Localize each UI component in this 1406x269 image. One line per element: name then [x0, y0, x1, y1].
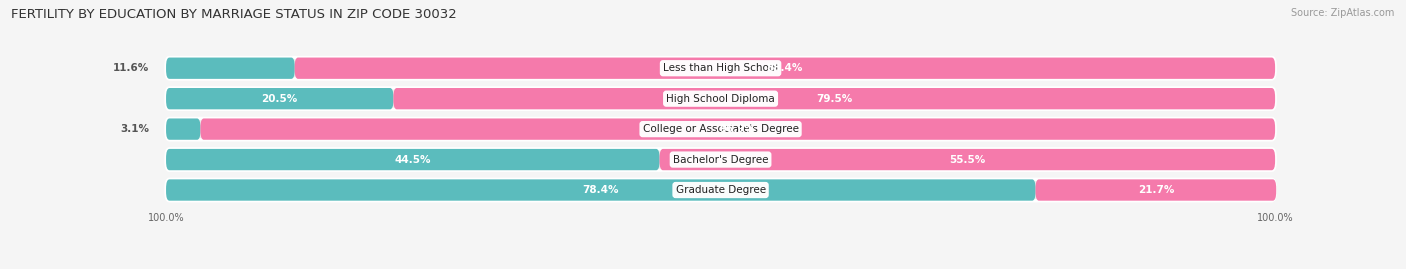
FancyBboxPatch shape [166, 149, 1275, 170]
FancyBboxPatch shape [394, 88, 1275, 109]
Text: 55.5%: 55.5% [949, 155, 986, 165]
Text: High School Diploma: High School Diploma [666, 94, 775, 104]
Text: Bachelor's Degree: Bachelor's Degree [673, 155, 768, 165]
Text: 78.4%: 78.4% [582, 185, 619, 195]
FancyBboxPatch shape [166, 179, 1275, 201]
Text: Less than High School: Less than High School [664, 63, 778, 73]
Text: Source: ZipAtlas.com: Source: ZipAtlas.com [1291, 8, 1395, 18]
FancyBboxPatch shape [166, 149, 659, 170]
Text: College or Associate's Degree: College or Associate's Degree [643, 124, 799, 134]
Text: 79.5%: 79.5% [815, 94, 852, 104]
Text: 88.4%: 88.4% [766, 63, 803, 73]
FancyBboxPatch shape [1036, 179, 1277, 201]
Text: Graduate Degree: Graduate Degree [675, 185, 766, 195]
FancyBboxPatch shape [166, 179, 1036, 201]
Text: FERTILITY BY EDUCATION BY MARRIAGE STATUS IN ZIP CODE 30032: FERTILITY BY EDUCATION BY MARRIAGE STATU… [11, 8, 457, 21]
FancyBboxPatch shape [166, 58, 295, 79]
FancyBboxPatch shape [201, 118, 1275, 140]
Text: 20.5%: 20.5% [262, 94, 298, 104]
Text: 96.9%: 96.9% [720, 124, 756, 134]
Text: 21.7%: 21.7% [1137, 185, 1174, 195]
FancyBboxPatch shape [166, 58, 1275, 79]
FancyBboxPatch shape [166, 88, 1275, 109]
FancyBboxPatch shape [166, 118, 1275, 140]
FancyBboxPatch shape [295, 58, 1275, 79]
FancyBboxPatch shape [659, 149, 1275, 170]
Text: 44.5%: 44.5% [395, 155, 432, 165]
Text: 11.6%: 11.6% [112, 63, 149, 73]
Text: 3.1%: 3.1% [121, 124, 149, 134]
FancyBboxPatch shape [166, 88, 394, 109]
FancyBboxPatch shape [166, 118, 201, 140]
